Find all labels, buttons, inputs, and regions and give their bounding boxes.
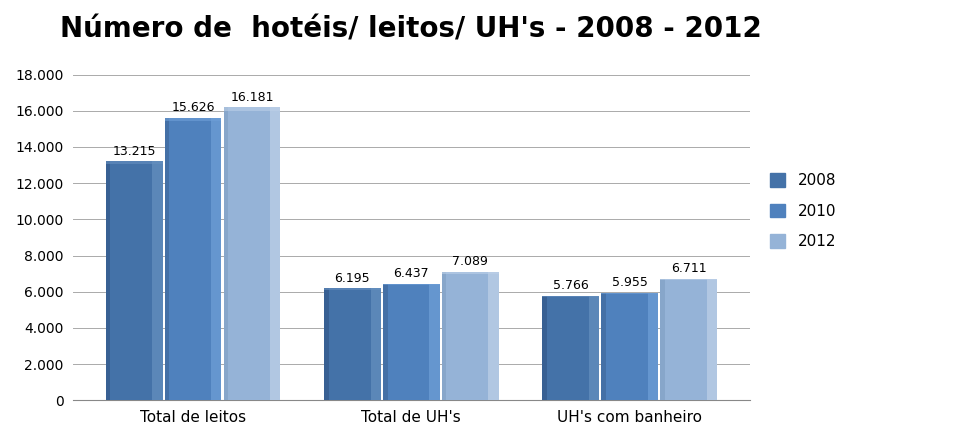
Bar bbox=[383, 284, 387, 400]
Text: 15.626: 15.626 bbox=[172, 101, 214, 114]
Text: 16.181: 16.181 bbox=[230, 91, 274, 104]
Bar bbox=[270, 107, 281, 400]
Bar bbox=[212, 117, 221, 400]
Bar bbox=[602, 293, 658, 294]
Bar bbox=[602, 293, 605, 400]
Bar bbox=[442, 272, 498, 274]
Bar bbox=[324, 288, 381, 400]
Bar bbox=[660, 279, 665, 400]
Bar bbox=[152, 161, 163, 400]
Text: 6.195: 6.195 bbox=[334, 271, 370, 285]
Bar bbox=[383, 284, 440, 400]
Bar bbox=[324, 288, 381, 290]
Bar bbox=[442, 272, 447, 400]
Text: 5.955: 5.955 bbox=[611, 276, 647, 289]
Bar bbox=[542, 296, 547, 400]
Bar bbox=[647, 293, 658, 400]
Bar bbox=[542, 296, 599, 400]
Title: Número de  hotéis/ leitos/ UH's - 2008 - 2012: Número de hotéis/ leitos/ UH's - 2008 - … bbox=[60, 15, 762, 43]
Text: 13.215: 13.215 bbox=[112, 144, 156, 158]
Bar bbox=[660, 279, 717, 280]
Bar bbox=[165, 117, 170, 400]
Legend: 2008, 2010, 2012: 2008, 2010, 2012 bbox=[764, 167, 842, 255]
Bar bbox=[223, 107, 281, 111]
Text: 7.089: 7.089 bbox=[452, 255, 488, 268]
Bar bbox=[223, 107, 228, 400]
Bar bbox=[660, 279, 717, 400]
Bar bbox=[589, 296, 599, 400]
Bar bbox=[165, 117, 221, 121]
Text: 5.766: 5.766 bbox=[553, 279, 589, 292]
Bar bbox=[106, 161, 110, 400]
Bar bbox=[707, 279, 717, 400]
Bar bbox=[223, 107, 281, 400]
Text: 6.711: 6.711 bbox=[671, 262, 706, 275]
Bar bbox=[106, 161, 163, 400]
Bar bbox=[165, 117, 221, 400]
Text: 6.437: 6.437 bbox=[394, 267, 429, 280]
Bar bbox=[106, 161, 163, 164]
Bar bbox=[430, 284, 440, 400]
Bar bbox=[488, 272, 498, 400]
Bar bbox=[442, 272, 498, 400]
Bar bbox=[370, 288, 381, 400]
Bar bbox=[324, 288, 329, 400]
Bar bbox=[542, 296, 599, 297]
Bar bbox=[602, 293, 658, 400]
Bar bbox=[383, 284, 440, 285]
